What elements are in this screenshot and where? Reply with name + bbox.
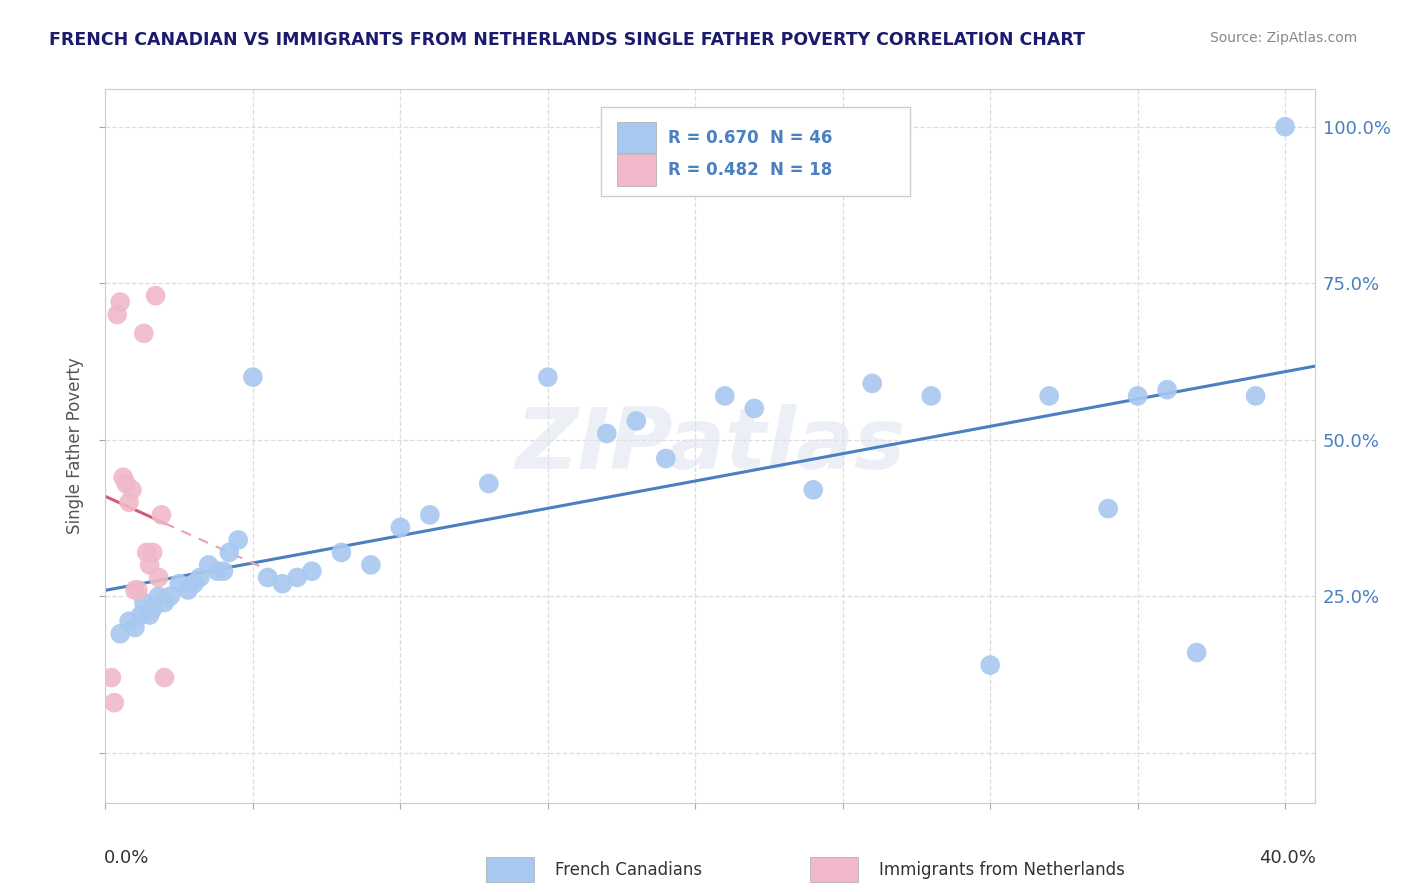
Point bbox=[1156, 383, 1178, 397]
Point bbox=[177, 582, 200, 597]
Point bbox=[121, 483, 143, 497]
Point bbox=[153, 595, 176, 609]
Point bbox=[596, 426, 619, 441]
Point bbox=[1097, 501, 1119, 516]
Point bbox=[742, 401, 765, 416]
Text: ZIPatlas: ZIPatlas bbox=[515, 404, 905, 488]
Point bbox=[159, 589, 181, 603]
Text: N = 46: N = 46 bbox=[770, 128, 832, 146]
Point bbox=[145, 289, 167, 303]
Point bbox=[212, 564, 235, 578]
Text: R = 0.482: R = 0.482 bbox=[668, 161, 758, 178]
Point bbox=[478, 476, 501, 491]
Point bbox=[150, 508, 173, 522]
Point bbox=[1274, 120, 1296, 134]
Point bbox=[979, 658, 1001, 673]
Point bbox=[153, 671, 176, 685]
Point bbox=[626, 414, 648, 428]
Point bbox=[127, 582, 149, 597]
Point bbox=[537, 370, 560, 384]
Point bbox=[242, 370, 264, 384]
Point bbox=[132, 595, 155, 609]
Point bbox=[129, 607, 152, 622]
Point bbox=[115, 476, 138, 491]
Point bbox=[389, 520, 412, 534]
Point bbox=[285, 570, 308, 584]
Point bbox=[207, 564, 229, 578]
Point bbox=[197, 558, 219, 572]
Point bbox=[132, 326, 155, 341]
Point bbox=[183, 576, 205, 591]
Point bbox=[226, 533, 249, 547]
Point bbox=[138, 558, 160, 572]
Point bbox=[118, 614, 141, 628]
Y-axis label: Single Father Poverty: Single Father Poverty bbox=[66, 358, 84, 534]
FancyBboxPatch shape bbox=[617, 154, 655, 186]
Point bbox=[148, 589, 170, 603]
Text: N = 18: N = 18 bbox=[770, 161, 832, 178]
Point bbox=[218, 545, 240, 559]
Point bbox=[105, 308, 128, 322]
Point bbox=[142, 601, 165, 615]
Point bbox=[142, 545, 165, 559]
Point bbox=[148, 570, 170, 584]
Point bbox=[655, 451, 678, 466]
Point bbox=[118, 495, 141, 509]
Point bbox=[920, 389, 942, 403]
Text: 40.0%: 40.0% bbox=[1258, 849, 1316, 867]
FancyBboxPatch shape bbox=[617, 122, 655, 153]
Point bbox=[271, 576, 294, 591]
Point bbox=[301, 564, 323, 578]
Point bbox=[360, 558, 382, 572]
Point bbox=[801, 483, 824, 497]
Point bbox=[860, 376, 883, 391]
Point bbox=[135, 545, 157, 559]
Point bbox=[112, 470, 135, 484]
Text: 0.0%: 0.0% bbox=[104, 849, 149, 867]
Point bbox=[124, 621, 146, 635]
Point bbox=[1185, 646, 1208, 660]
Point bbox=[256, 570, 278, 584]
Point bbox=[138, 607, 160, 622]
Text: Immigrants from Netherlands: Immigrants from Netherlands bbox=[879, 861, 1125, 879]
FancyBboxPatch shape bbox=[602, 107, 910, 196]
Point bbox=[188, 570, 211, 584]
Point bbox=[1126, 389, 1149, 403]
Point bbox=[713, 389, 735, 403]
Point bbox=[330, 545, 353, 559]
Point bbox=[419, 508, 441, 522]
Text: FRENCH CANADIAN VS IMMIGRANTS FROM NETHERLANDS SINGLE FATHER POVERTY CORRELATION: FRENCH CANADIAN VS IMMIGRANTS FROM NETHE… bbox=[49, 31, 1085, 49]
Point bbox=[100, 671, 122, 685]
Text: French Canadians: French Canadians bbox=[555, 861, 703, 879]
Point bbox=[108, 295, 131, 310]
Text: Source: ZipAtlas.com: Source: ZipAtlas.com bbox=[1209, 31, 1357, 45]
Text: R = 0.670: R = 0.670 bbox=[668, 128, 758, 146]
Point bbox=[124, 582, 146, 597]
Point bbox=[108, 627, 131, 641]
Point bbox=[1244, 389, 1267, 403]
Point bbox=[167, 576, 190, 591]
Point bbox=[103, 696, 125, 710]
Point bbox=[1038, 389, 1060, 403]
